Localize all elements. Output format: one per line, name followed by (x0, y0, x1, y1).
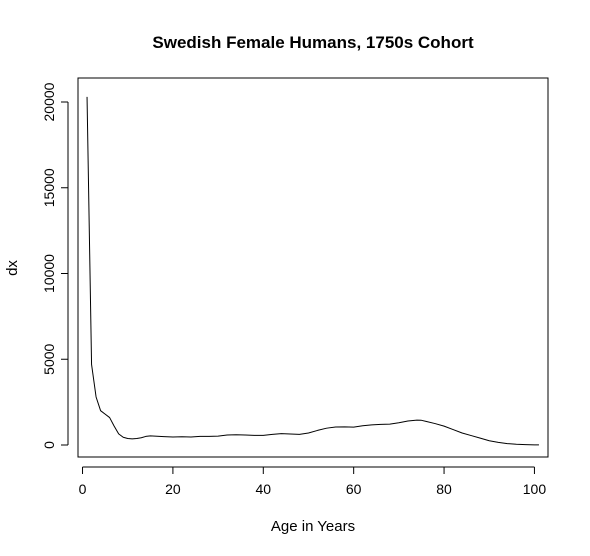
y-axis: 0 5000 10000 15000 20000 (41, 82, 69, 449)
y-tick-label: 20000 (41, 82, 57, 121)
y-axis-label: dx (4, 260, 21, 276)
plot-frame (77, 77, 549, 458)
x-tick-label: 100 (523, 481, 547, 497)
x-tick-label: 40 (255, 481, 271, 497)
x-tick-label: 60 (346, 481, 362, 497)
chart-title: Swedish Female Humans, 1750s Cohort (152, 33, 474, 52)
x-tick-label: 80 (436, 481, 452, 497)
x-axis-label: Age in Years (271, 518, 355, 535)
y-tick-label: 5000 (41, 343, 57, 374)
y-tick-label: 10000 (41, 254, 57, 293)
x-tick-label: 20 (165, 481, 181, 497)
series-layer (86, 96, 539, 446)
x-tick-label: 0 (79, 481, 87, 497)
x-axis: 0 20 40 60 80 100 (79, 466, 547, 497)
series-line (86, 96, 539, 446)
y-tick-label: 0 (41, 441, 57, 449)
y-tick-label: 15000 (41, 168, 57, 207)
